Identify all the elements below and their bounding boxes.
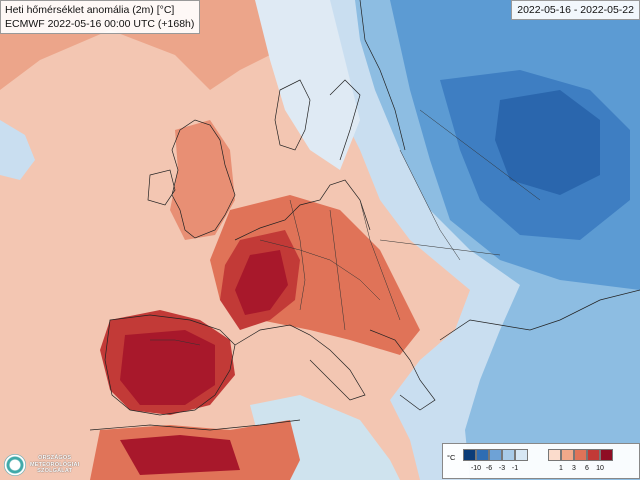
legend-tick-label: 3 [572,465,576,472]
legend-cell-cold [502,449,515,461]
color-legend: °C -10 -6 -3 -1 1 3 6 10 [442,443,640,479]
legend-cell-warm [587,449,600,461]
period-label: 2022-05-16 - 2022-05-22 [511,0,640,20]
model-run: ECMWF 2022-05-16 00:00 UTC (+168h) [5,18,195,30]
legend-cell-cold [463,449,476,461]
legend-cell-warm [548,449,561,461]
legend-cell-cold [515,449,528,461]
legend-unit: °C [447,453,456,462]
legend-tick-label: 1 [559,465,563,472]
legend-cell-cold [489,449,502,461]
legend-cell-warm [574,449,587,461]
legend-cell-warm [561,449,574,461]
map-title-box: Heti hőmérséklet anomália (2m) [°C] ECMW… [0,0,201,34]
legend-tick-label: -6 [485,465,493,472]
legend-color-bar [463,449,613,461]
legend-tick-label: -10 [470,465,482,472]
legend-tick-label: 6 [585,465,589,472]
map-title: Heti hőmérséklet anomália (2m) [°C] [5,4,175,16]
legend-neutral-gap [528,449,548,461]
legend-cell-cold [476,449,489,461]
omsz-logo: ORSZÁGOS METEOROLÓGIAI SZOLGÁLAT [4,454,79,476]
omsz-logo-icon [4,454,26,476]
legend-tick-label: -1 [511,465,519,472]
legend-tick-label: -3 [498,465,506,472]
legend-cell-warm [600,449,613,461]
legend-tick-label: 10 [596,465,604,472]
omsz-logo-text: ORSZÁGOS METEOROLÓGIAI SZOLGÁLAT [30,455,80,475]
